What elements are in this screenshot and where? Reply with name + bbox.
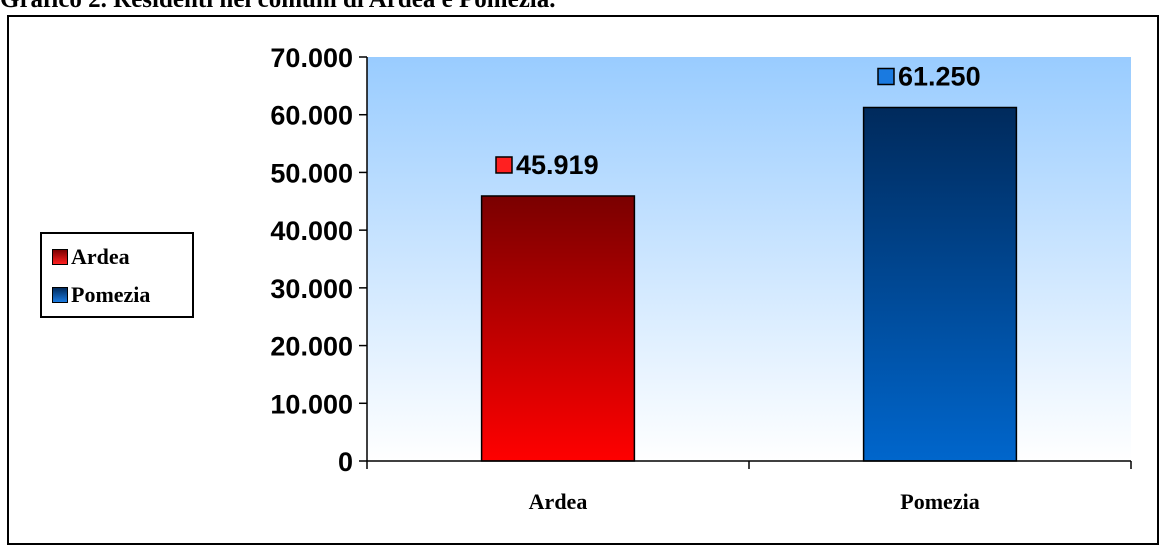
y-tick-label: 40.000 xyxy=(270,216,353,246)
chart-caption: Grafico 2. Residenti nei comuni di Ardea… xyxy=(0,0,555,14)
legend-label-ardea: Ardea xyxy=(71,244,130,269)
y-tick-label: 50.000 xyxy=(270,158,353,188)
bar-ardea xyxy=(480,195,636,462)
legend-swatch-ardea xyxy=(52,249,68,265)
y-tick-label: 20.000 xyxy=(270,332,353,362)
bar-pomezia xyxy=(862,106,1018,462)
legend-label-pomezia: Pomezia xyxy=(71,282,151,307)
legend: Ardea Pomezia xyxy=(40,232,194,318)
y-tick-label: 30.000 xyxy=(270,274,353,304)
y-tick-label: 70.000 xyxy=(270,43,353,73)
data-label-swatch xyxy=(495,156,513,174)
legend-item-ardea: Ardea xyxy=(52,244,130,270)
y-axis: 0 10.000 20.000 30.000 40.000 50.000 60.000 70.… xyxy=(270,43,1132,477)
x-category-label: Ardea xyxy=(529,489,588,514)
y-tick-label: 0 xyxy=(338,447,353,477)
legend-swatch-pomezia xyxy=(52,287,68,303)
x-category-label: Pomezia xyxy=(900,489,979,514)
legend-item-pomezia: Pomezia xyxy=(52,282,150,308)
data-label-swatch xyxy=(877,67,895,86)
y-tick-label: 10.000 xyxy=(270,389,353,419)
data-label: 45.919 xyxy=(516,150,599,180)
data-label: 61.250 xyxy=(898,62,981,92)
y-tick-label: 60.000 xyxy=(270,101,353,131)
